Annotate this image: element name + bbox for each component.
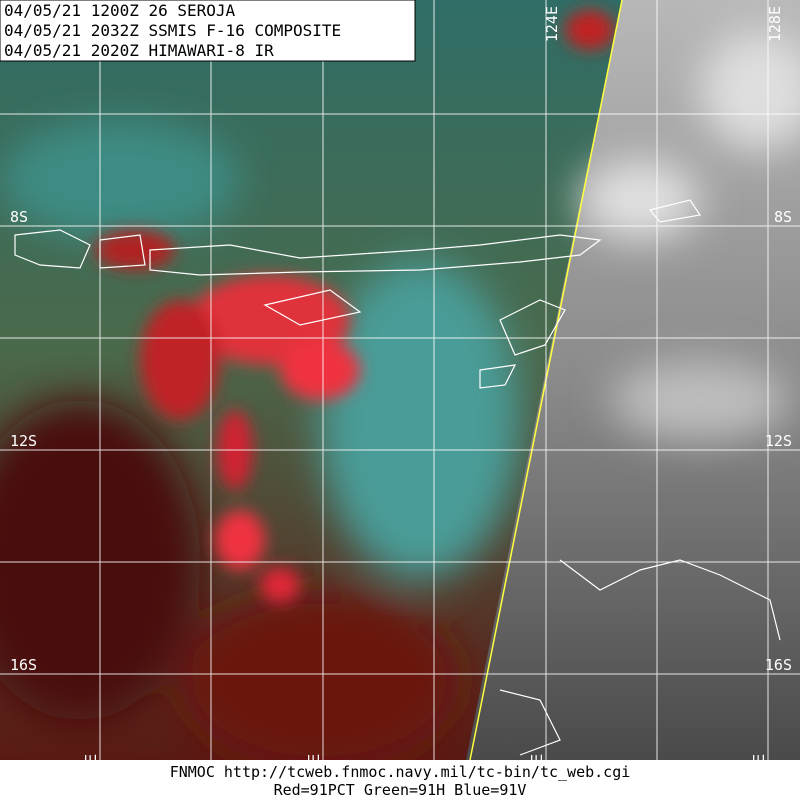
footer-box [0, 760, 800, 800]
imagery [0, 0, 800, 770]
header-box [0, 0, 416, 62]
latitude-label: 12S [10, 432, 37, 450]
longitude-label: 124E [543, 6, 561, 42]
footer-channels: Red=91PCT Green=91H Blue=91V [274, 781, 527, 799]
latitude-label: 16S [765, 656, 792, 674]
latitude-label: 8S [10, 208, 28, 226]
header-line: 04/05/21 2032Z SSMIS F-16 COMPOSITE [4, 21, 341, 40]
longitude-label: 128E [766, 6, 784, 42]
footer-source: FNMOC http://tcweb.fnmoc.navy.mil/tc-bin… [170, 763, 631, 781]
header-line: 04/05/21 1200Z 26 SEROJA [4, 1, 236, 20]
latitude-label: 12S [765, 432, 792, 450]
latitude-label: 8S [774, 208, 792, 226]
header-line: 04/05/21 2020Z HIMAWARI-8 IR [4, 41, 274, 60]
latitude-label: 16S [10, 656, 37, 674]
